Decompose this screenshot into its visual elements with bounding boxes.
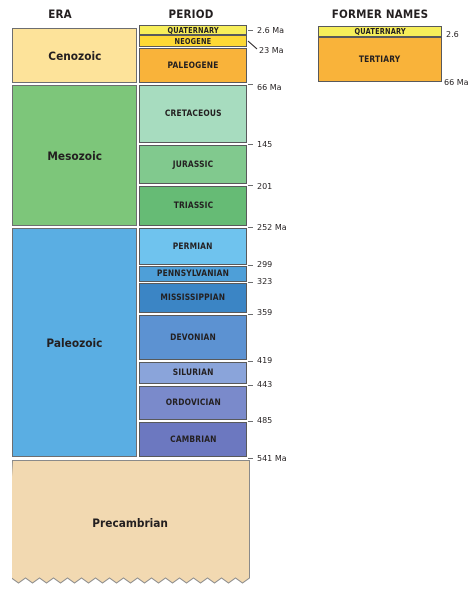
period-label: DEVONIAN	[170, 332, 216, 343]
boundary-tick	[248, 361, 253, 362]
former-label-66: 66 Ma	[444, 78, 469, 87]
period-label: SILURIAN	[172, 368, 214, 378]
period-cretaceous: CRETACEOUS	[139, 85, 247, 143]
boundary-label-145: 145	[257, 140, 273, 149]
era-label: Mesozoic	[47, 148, 102, 163]
boundary-label-419: 419	[257, 356, 273, 365]
era-paleozoic: Paleozoic	[12, 228, 137, 457]
former-label-2-6: 2.6	[446, 30, 459, 39]
period-silurian: SILURIAN	[139, 362, 247, 384]
boundary-label-443: 443	[257, 380, 273, 389]
boundary-tick	[248, 185, 253, 186]
boundary-tick	[248, 84, 253, 85]
precambrian-jagged-shape	[12, 460, 250, 584]
boundary-tick	[248, 30, 253, 31]
boundary-label-541: 541 Ma	[257, 454, 287, 463]
boundary-label-252: 252 Ma	[257, 223, 287, 232]
boundary-connector	[247, 40, 258, 50]
period-label: PERMIAN	[173, 241, 213, 252]
era-label: Cenozoic	[47, 48, 102, 63]
era-header: ERA	[48, 7, 72, 21]
era-cenozoic: Cenozoic	[12, 28, 137, 83]
boundary-tick	[248, 144, 253, 145]
period-jurassic: JURASSIC	[139, 145, 247, 184]
era-mesozoic: Mesozoic	[12, 85, 137, 226]
period-ordovician: ORDOVICIAN	[139, 386, 247, 420]
boundary-tick	[248, 265, 253, 266]
boundary-label-359: 359	[257, 308, 273, 317]
former-names-header: FORMER NAMES	[331, 7, 429, 21]
boundary-label-485: 485	[257, 416, 273, 425]
period-paleogene: PALEOGENE	[139, 48, 247, 83]
former-name-label: TERTIARY	[359, 54, 401, 65]
period-label: ORDOVICIAN	[165, 398, 221, 408]
boundary-tick	[248, 385, 253, 386]
boundary-label-2-6: 2.6 Ma	[257, 26, 285, 35]
era-label: Paleozoic	[46, 335, 103, 350]
era-label: Precambrian	[92, 515, 168, 530]
period-pennsylvanian: PENNSYLVANIAN	[139, 266, 247, 282]
former-quaternary: QUATERNARY	[318, 26, 442, 37]
boundary-label-66: 66 Ma	[257, 83, 282, 92]
boundary-label-323: 323	[257, 277, 273, 286]
boundary-tick	[248, 458, 253, 459]
period-label: CRETACEOUS	[164, 109, 222, 119]
period-header: PERIOD	[168, 7, 214, 21]
boundary-tick	[248, 282, 253, 283]
boundary-label-299: 299	[257, 260, 273, 269]
period-permian: PERMIAN	[139, 228, 247, 265]
era-precambrian: Precambrian	[12, 460, 248, 585]
period-label: PENNSYLVANIAN	[156, 269, 230, 279]
boundary-label-201: 201	[257, 182, 273, 191]
boundary-tick	[248, 314, 253, 315]
period-label: JURASSIC	[172, 159, 214, 170]
period-triassic: TRIASSIC	[139, 186, 247, 226]
boundary-label-23: 23 Ma	[259, 46, 284, 55]
period-label: CAMBRIAN	[169, 434, 217, 445]
period-label: MISSISSIPPIAN	[160, 293, 226, 303]
period-cambrian: CAMBRIAN	[139, 422, 247, 457]
period-quaternary: QUATERNARY	[139, 25, 247, 35]
period-devonian: DEVONIAN	[139, 315, 247, 360]
boundary-tick	[248, 421, 253, 422]
period-label: PALEOGENE	[167, 60, 219, 71]
period-label: TRIASSIC	[173, 201, 213, 211]
period-label: QUATERNARY	[167, 25, 219, 35]
former-tertiary: TERTIARY	[318, 37, 442, 82]
period-mississippian: MISSISSIPPIAN	[139, 283, 247, 313]
former-name-label: QUATERNARY	[354, 27, 406, 36]
period-neogene: NEOGENE	[139, 35, 247, 47]
boundary-tick	[248, 227, 253, 228]
period-label: NEOGENE	[174, 36, 212, 46]
